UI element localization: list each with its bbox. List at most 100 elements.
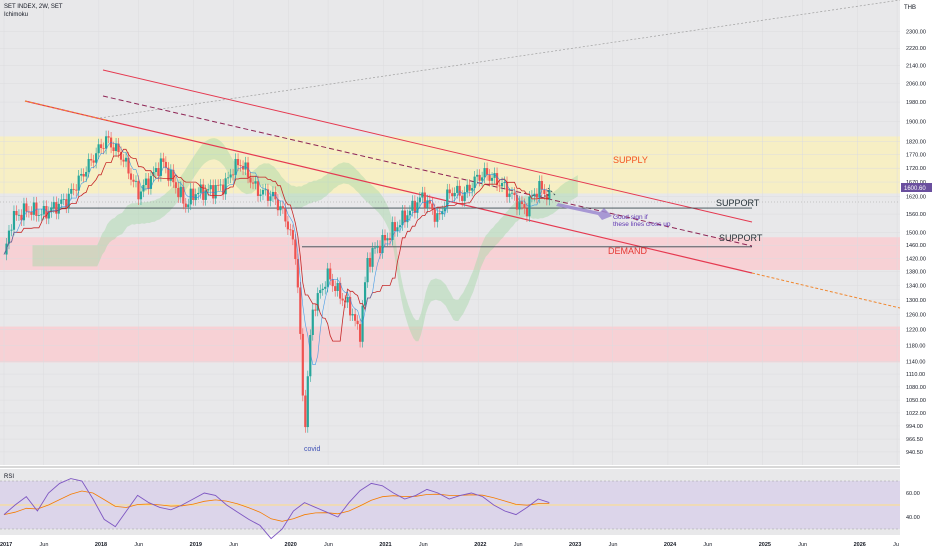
candle-body bbox=[363, 282, 367, 306]
candle-body bbox=[339, 282, 342, 299]
candle-body bbox=[543, 189, 546, 194]
supply-label: SUPPLY bbox=[613, 155, 648, 165]
candle-body bbox=[500, 183, 504, 187]
time-tick-label: Jun bbox=[419, 542, 428, 548]
time-tick-label: 2017 bbox=[0, 542, 12, 548]
candle-body bbox=[503, 182, 506, 184]
candle-body bbox=[490, 177, 494, 181]
candle-body bbox=[246, 162, 250, 178]
candle-body bbox=[401, 210, 404, 226]
candle-body bbox=[373, 247, 377, 249]
rsi-tick-label: 60.00 bbox=[906, 491, 920, 497]
price-tick-label: 1620.00 bbox=[906, 194, 926, 200]
candle-body bbox=[224, 178, 227, 195]
channel-upper-line bbox=[102, 69, 753, 223]
price-tick-label: 1220.00 bbox=[906, 328, 926, 334]
rsi-line bbox=[3, 478, 550, 540]
price-tick-label: 2140.00 bbox=[906, 63, 926, 69]
demand-label: DEMAND bbox=[608, 246, 648, 256]
candle-body bbox=[55, 202, 58, 214]
candle-body bbox=[157, 168, 160, 176]
candle-body bbox=[10, 229, 13, 231]
candle-body bbox=[351, 314, 354, 316]
projection-dashed-path bbox=[540, 187, 557, 197]
candle-body bbox=[408, 210, 411, 216]
price-tick-label: 1380.00 bbox=[906, 270, 926, 276]
candle-body bbox=[476, 174, 479, 177]
candle-body bbox=[214, 184, 217, 199]
candle-body bbox=[301, 333, 304, 396]
time-tick-label: 2026 bbox=[854, 542, 866, 548]
rsi-tick-label: 40.00 bbox=[906, 515, 920, 521]
candle-body bbox=[209, 185, 212, 190]
support-label-upper: SUPPORT bbox=[716, 198, 760, 208]
candle-body bbox=[249, 177, 252, 183]
long-dotted-trendline bbox=[99, 0, 901, 119]
candle-body bbox=[433, 209, 436, 222]
tenkan-line bbox=[3, 142, 550, 365]
candle-body bbox=[478, 174, 481, 181]
candle-body bbox=[538, 180, 541, 198]
time-tick-label: Jun bbox=[609, 542, 618, 548]
candle-body bbox=[309, 334, 312, 377]
candle-body bbox=[304, 395, 307, 428]
time-tick-label: Jun bbox=[324, 542, 333, 548]
current-price-value: 1600.60 bbox=[904, 186, 926, 192]
candle-body bbox=[87, 158, 90, 172]
candle-body bbox=[204, 190, 207, 200]
candle-body bbox=[134, 180, 138, 182]
price-tick-label: 1420.00 bbox=[906, 256, 926, 262]
candle-body bbox=[286, 221, 289, 230]
time-tick-label: 2019 bbox=[190, 542, 202, 548]
time-tick-label: Jun bbox=[134, 542, 143, 548]
candle-body bbox=[77, 175, 80, 191]
kijun-line bbox=[3, 148, 550, 342]
candle-body bbox=[119, 152, 123, 160]
candle-body bbox=[50, 207, 53, 213]
candle-body bbox=[114, 143, 118, 152]
candle-body bbox=[124, 157, 128, 162]
candle-body bbox=[82, 173, 85, 177]
candle-body bbox=[159, 158, 162, 176]
candle-body bbox=[25, 203, 28, 212]
candle-body bbox=[510, 192, 514, 194]
candle-body bbox=[30, 211, 33, 215]
candle-body bbox=[154, 168, 157, 173]
price-tick-label: 994.00 bbox=[906, 424, 923, 430]
candle-body bbox=[438, 213, 441, 215]
orange-trend-extension bbox=[751, 272, 901, 309]
candle-body bbox=[139, 191, 143, 200]
candle-body bbox=[129, 173, 133, 180]
candle-body bbox=[391, 222, 394, 240]
candle-body bbox=[358, 324, 362, 342]
time-tick-label: 2023 bbox=[569, 542, 581, 548]
time-axis[interactable] bbox=[0, 535, 900, 550]
candle-body bbox=[107, 136, 110, 138]
price-tick-label: 966.50 bbox=[906, 437, 923, 443]
candle-body bbox=[296, 259, 299, 288]
candle-body bbox=[142, 184, 145, 192]
candle-body bbox=[418, 197, 421, 203]
price-tick-label: 1050.00 bbox=[906, 398, 926, 404]
zone-band-1 bbox=[0, 237, 900, 271]
candle-body bbox=[284, 208, 287, 222]
candle-body bbox=[436, 213, 439, 222]
candle-body bbox=[32, 202, 35, 215]
candle-body bbox=[426, 200, 429, 208]
time-tick-label: Ju bbox=[893, 542, 899, 548]
candle-body bbox=[508, 193, 511, 198]
price-axis[interactable] bbox=[900, 0, 932, 550]
candle-body bbox=[366, 258, 369, 283]
candle-body bbox=[174, 182, 177, 188]
price-tick-label: 1022.00 bbox=[906, 411, 926, 417]
candle-body bbox=[92, 160, 95, 163]
candle-body bbox=[47, 212, 50, 219]
candle-body bbox=[15, 210, 18, 216]
candle-body bbox=[393, 222, 397, 232]
support-label-lower: SUPPORT bbox=[719, 233, 763, 243]
candle-body bbox=[42, 206, 45, 215]
candle-body bbox=[90, 158, 93, 161]
candle-body bbox=[481, 177, 484, 181]
candle-body bbox=[525, 208, 529, 217]
